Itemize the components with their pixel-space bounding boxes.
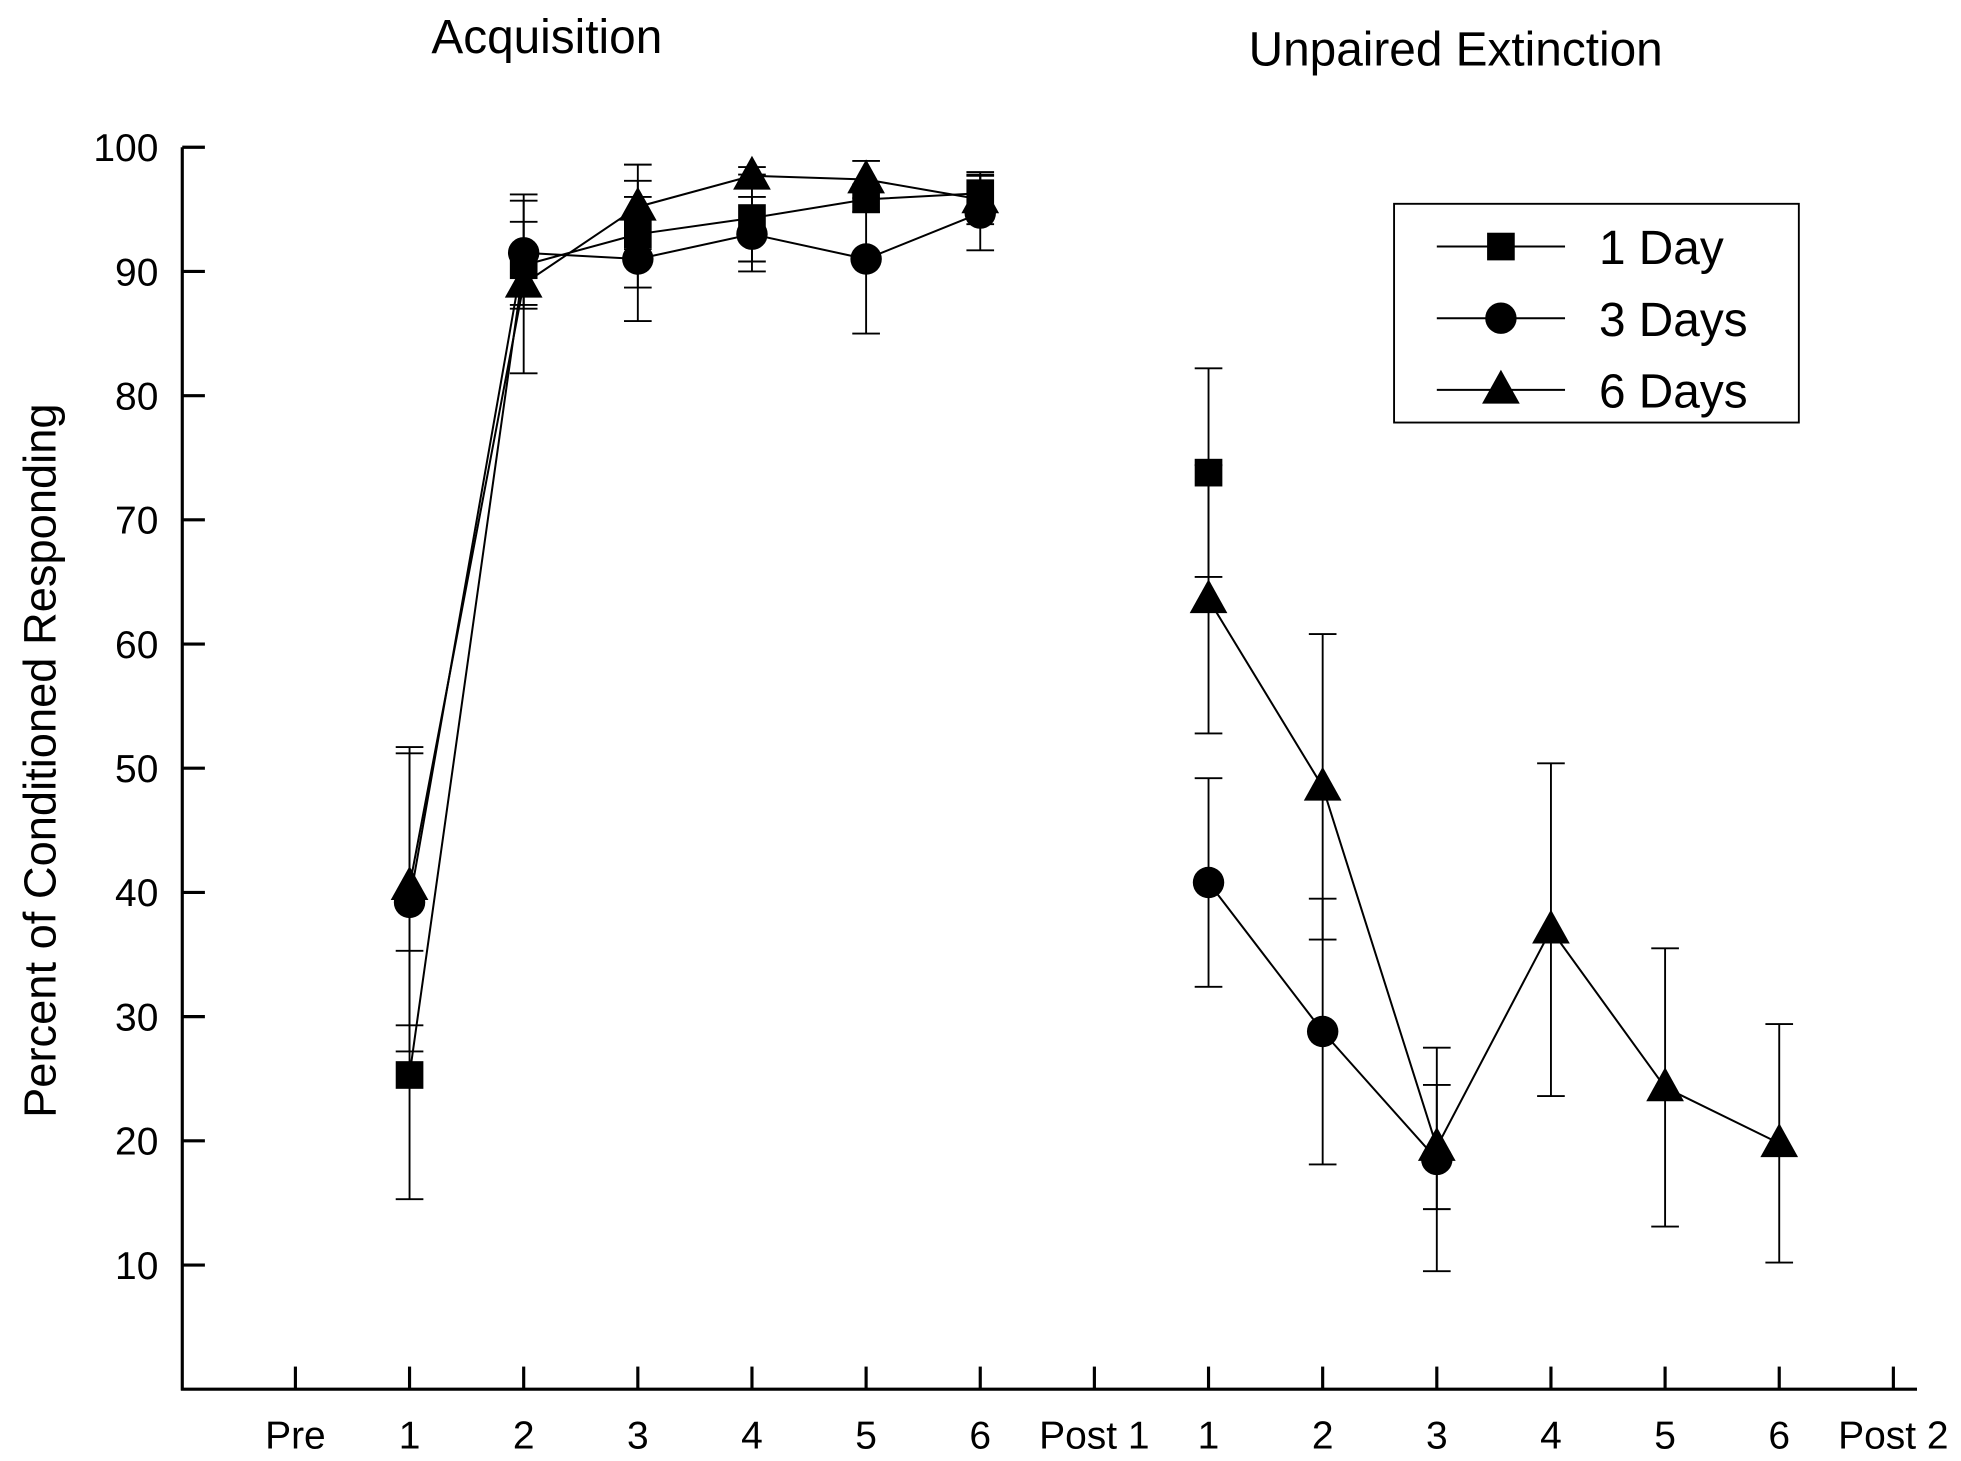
x-tick-label: 3 bbox=[1426, 1414, 1448, 1456]
series-line-6-days bbox=[1207, 598, 1780, 1150]
data-point-3-days bbox=[1192, 866, 1225, 899]
y-tick-label: 30 bbox=[115, 996, 158, 1039]
series-line-6-days bbox=[408, 174, 981, 887]
y-tick-label: 10 bbox=[115, 1245, 158, 1288]
data-point-6-days bbox=[1303, 766, 1342, 801]
data-point-1-day bbox=[1194, 458, 1223, 487]
data-point-6-days bbox=[961, 179, 1000, 214]
data-point-6-days bbox=[1417, 1126, 1456, 1161]
data-point-6-days bbox=[390, 866, 429, 901]
x-tick-label: 6 bbox=[969, 1414, 991, 1456]
legend-marker-1-day bbox=[1487, 232, 1515, 261]
y-tick-label: 40 bbox=[115, 872, 158, 915]
panel-title-acquisition: Acquisition bbox=[431, 11, 662, 64]
x-tick-label: 6 bbox=[1768, 1414, 1790, 1456]
series-line-3-days bbox=[408, 212, 981, 903]
y-tick-label: 50 bbox=[115, 748, 158, 791]
y-tick-label: 80 bbox=[115, 375, 158, 418]
x-tick-label: 1 bbox=[1198, 1414, 1220, 1456]
x-tick-label: Post 1 bbox=[1039, 1414, 1149, 1456]
legend-label-3-days: 3 Days bbox=[1599, 294, 1748, 347]
data-point-1-day bbox=[395, 1061, 424, 1089]
x-tick-label: 3 bbox=[627, 1414, 649, 1456]
data-point-6-days bbox=[847, 159, 885, 194]
y-tick-label: 60 bbox=[115, 624, 158, 667]
data-point-6-days bbox=[733, 155, 771, 190]
data-point-3-days bbox=[1306, 1015, 1339, 1048]
data-point-6-days bbox=[1189, 579, 1228, 614]
x-tick-label: 1 bbox=[399, 1414, 421, 1456]
data-point-6-days bbox=[504, 263, 543, 298]
panel-title-extinction: Unpaired Extinction bbox=[1249, 24, 1663, 77]
legend: 1 Day 3 Days 6 Days bbox=[1393, 202, 1800, 424]
data-point-6-days bbox=[1760, 1123, 1799, 1158]
data-point-6-days bbox=[1646, 1067, 1684, 1102]
data-point-6-days bbox=[1532, 909, 1570, 944]
legend-label-1-day: 1 Day bbox=[1599, 222, 1724, 275]
data-point-6-days bbox=[618, 186, 657, 221]
y-tick-label: 70 bbox=[115, 500, 158, 543]
legend-box bbox=[1393, 202, 1800, 424]
x-tick-label: Post 2 bbox=[1838, 1414, 1948, 1456]
x-tick-label: 5 bbox=[1654, 1414, 1676, 1456]
legend-marker-6-days bbox=[1482, 369, 1520, 404]
data-point-3-days bbox=[622, 243, 654, 275]
data-point-3-days bbox=[850, 243, 882, 275]
data-point-3-days bbox=[507, 237, 540, 269]
y-tick-label: 90 bbox=[115, 251, 158, 294]
x-tick-label: 2 bbox=[1312, 1414, 1334, 1456]
legend-marker-3-days bbox=[1485, 302, 1517, 334]
legend-label-6-days: 6 Days bbox=[1599, 365, 1748, 418]
x-tick-label: 4 bbox=[741, 1414, 763, 1456]
x-tick-label: 2 bbox=[513, 1414, 535, 1456]
y-tick-label: 100 bbox=[93, 127, 158, 170]
x-tick-label: 5 bbox=[855, 1414, 877, 1456]
x-tick-label: 4 bbox=[1540, 1414, 1562, 1456]
y-axis-label: Percent of Conditioned Responding bbox=[14, 403, 65, 1117]
data-point-3-days bbox=[736, 218, 768, 250]
y-tick-label: 20 bbox=[115, 1121, 158, 1164]
x-tick-label: Pre bbox=[265, 1414, 326, 1456]
series-line-1-day bbox=[408, 192, 981, 1076]
